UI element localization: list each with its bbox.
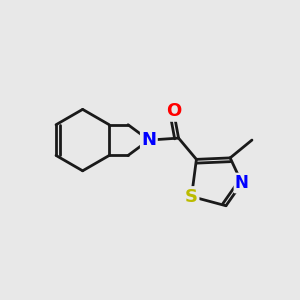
- Text: N: N: [235, 174, 249, 192]
- Text: S: S: [185, 188, 198, 206]
- Text: N: N: [141, 131, 156, 149]
- Text: O: O: [166, 102, 181, 120]
